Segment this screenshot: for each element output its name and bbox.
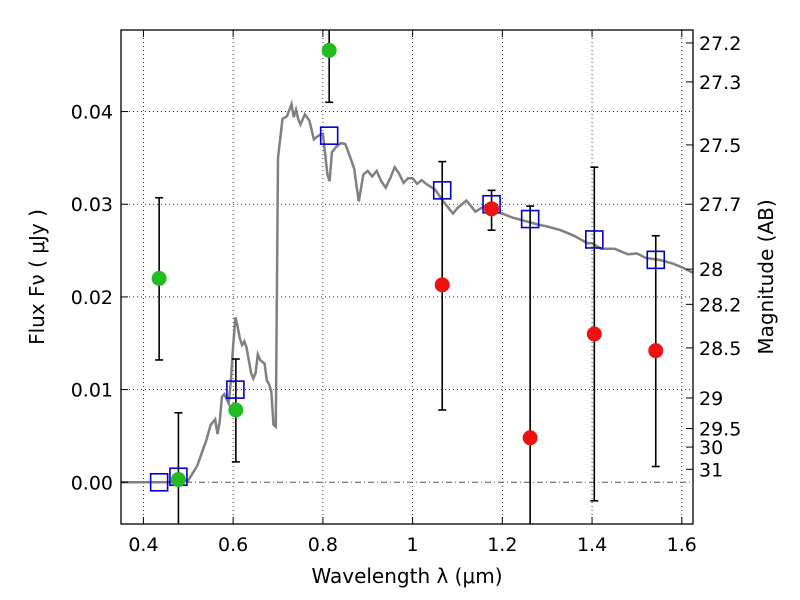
mag-tick-label: 28.2 [699, 294, 741, 316]
mag-tick-label: 29 [699, 388, 723, 410]
x-tick-label: 1.4 [577, 534, 607, 556]
mag-tick-label: 28 [699, 259, 723, 281]
red-data-point [434, 277, 450, 293]
x-tick-label: 0.4 [128, 534, 158, 556]
x-tick-label: 0.6 [218, 534, 248, 556]
mag-tick-label: 31 [699, 459, 723, 481]
x-tick-label: 1.6 [667, 534, 697, 556]
y-tick-label: 0.02 [71, 287, 113, 309]
y-tick-label: 0.00 [71, 472, 113, 494]
x-axis-title: Wavelength λ (μm) [311, 564, 502, 588]
model-photometry-square [319, 126, 339, 145]
y-tick-label: 0.04 [71, 102, 113, 124]
model-photometry-square [226, 380, 245, 399]
red-data-point [484, 201, 500, 217]
model-photometry-square [646, 250, 666, 270]
grid-lines [121, 30, 693, 524]
y2-axis-title: Magnitude (AB) [754, 199, 778, 354]
red-data-point [586, 326, 602, 342]
mag-tick-label: 30 [699, 437, 723, 459]
green-data-point [170, 472, 186, 488]
axis-ticks: 0.4 0.6 0.8 1 1.2 1.4 1.6 0.00 0.01 0.02 0.03 0.04 2… [71, 30, 741, 556]
mag-tick-label: 29.5 [699, 419, 741, 441]
green-data-point [151, 270, 167, 286]
mag-tick-label: 28.5 [699, 338, 741, 360]
data-markers [149, 42, 666, 492]
plot-area [121, 30, 693, 524]
red-data-point [648, 343, 664, 359]
model-spectrum-line [121, 99, 694, 484]
mag-tick-label: 27.3 [699, 72, 741, 94]
y-tick-label: 0.03 [71, 194, 113, 216]
model-photometry-square [520, 209, 540, 229]
y-axis-title: Flux Fν ( μJy ) [25, 209, 49, 345]
plot-frame [120, 29, 694, 525]
green-data-point [228, 402, 244, 418]
model-photometry-square [149, 472, 169, 492]
red-data-point [522, 430, 538, 446]
x-tick-label: 1.2 [487, 534, 517, 556]
x-tick-label: 0.8 [308, 534, 338, 556]
mag-tick-label: 27.2 [699, 33, 741, 55]
mag-tick-label: 27.5 [699, 135, 741, 157]
green-data-point [321, 42, 337, 58]
model-photometry-square [432, 181, 452, 200]
y-tick-label: 0.01 [71, 380, 113, 402]
model-photometry-square [585, 230, 604, 249]
x-tick-label: 1 [407, 534, 419, 556]
mag-tick-label: 27.7 [699, 194, 741, 216]
